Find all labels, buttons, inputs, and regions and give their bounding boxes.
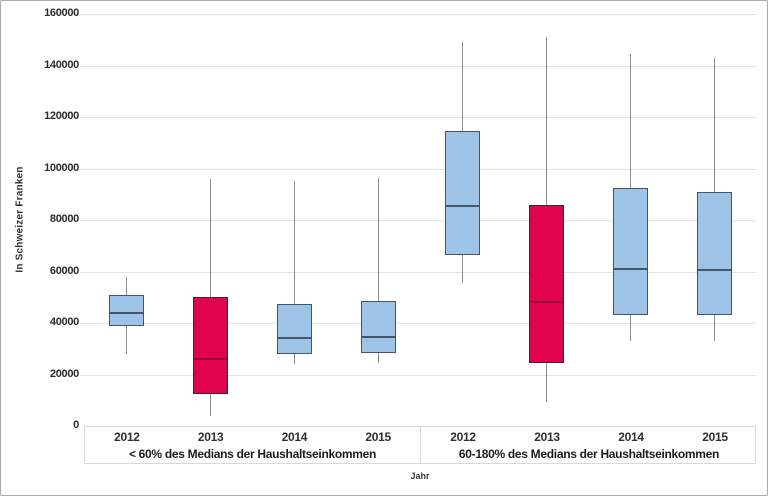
- year-labels-row: 2012 2013 2014 2015: [85, 427, 420, 446]
- median-line: [444, 204, 480, 207]
- x-tick-label: 2012: [450, 430, 476, 444]
- boxplot-box-60-180%-2015: [696, 191, 732, 316]
- y-tick-label: 80000: [49, 213, 79, 225]
- median-line: [612, 267, 648, 270]
- y-tick-label: 160000: [44, 7, 79, 19]
- gridline: [80, 168, 756, 170]
- group-label: < 60% des Medians der Haushaltseinkommen: [128, 447, 377, 461]
- x-tick-label: 2013: [197, 430, 224, 444]
- x-axis-band: 2012 2013 2014 2015 < 60% des Medians de…: [84, 426, 756, 464]
- boxplot-box-<-2015: [360, 301, 396, 353]
- x-tick-label: 2015: [702, 430, 728, 444]
- x-axis-title: Jahr: [410, 471, 430, 481]
- y-tick-label: 0: [73, 419, 79, 431]
- y-axis-ticks: 0 20000 40000 60000 80000 100000 120000 140000 1…: [1, 1, 79, 495]
- boxplot-box-<-2013: [192, 297, 228, 394]
- x-tick-label: 2015: [365, 430, 391, 444]
- group-label: 60-180% des Medians der Haushaltseinkomm…: [458, 447, 720, 461]
- median-line: [276, 337, 312, 340]
- x-tick-label: 2012: [114, 430, 140, 444]
- x-tick-label: 2014: [618, 430, 644, 444]
- median-line: [192, 358, 228, 361]
- plot-area: [80, 14, 756, 426]
- whisker-line: [209, 178, 211, 416]
- gridline: [80, 117, 756, 118]
- y-tick-label: 120000: [44, 110, 79, 122]
- boxplot-box-<-2014: [276, 303, 312, 354]
- y-tick-label: 100000: [44, 161, 79, 174]
- median-line: [528, 301, 564, 304]
- y-tick-label: 20000: [49, 367, 79, 380]
- median-line: [108, 311, 144, 314]
- boxplot-box-<-2012: [108, 294, 144, 326]
- whisker-line: [377, 177, 379, 363]
- y-tick-label: 140000: [44, 58, 79, 71]
- x-tick-label: 2013: [534, 430, 560, 444]
- boxplot-box-60-180%-2014: [612, 187, 648, 316]
- year-labels-row: 2012 2013 2014 2015: [421, 427, 757, 446]
- y-axis-title: In Schweizer Franken: [14, 166, 26, 273]
- y-tick-label: 40000: [49, 316, 79, 328]
- x-tick-label: 2014: [281, 430, 308, 444]
- gridline: [80, 220, 756, 221]
- group-mid-income: 2012 2013 2014 2015 60-180% des Medians …: [421, 427, 757, 463]
- group-low-income: 2012 2013 2014 2015 < 60% des Medians de…: [85, 427, 421, 463]
- gridline: [80, 65, 756, 67]
- boxplot-box-60-180%-2012: [444, 131, 480, 255]
- gridline: [80, 323, 756, 324]
- boxplot-box-60-180%-2013: [528, 204, 564, 363]
- median-line: [360, 336, 396, 339]
- gridline: [80, 14, 756, 15]
- gridline: [80, 374, 756, 376]
- y-tick-label: 60000: [49, 264, 79, 277]
- gridline: [80, 271, 756, 273]
- whisker-line: [293, 181, 295, 365]
- median-line: [696, 269, 732, 272]
